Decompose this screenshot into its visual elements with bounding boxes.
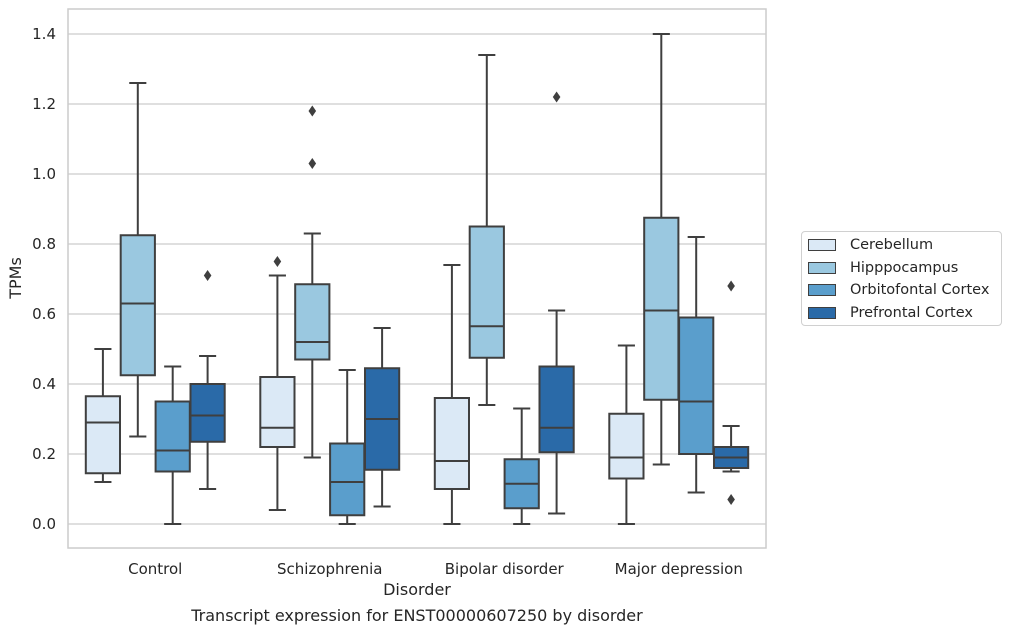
legend-label: Orbitofontal Cortex (850, 282, 990, 298)
box-hipppocampus (294, 105, 331, 459)
y-tick-label: 1.0 (32, 165, 56, 183)
outlier-point (727, 494, 735, 505)
box-prefrontal-cortex (363, 327, 401, 508)
x-tick-label: Schizophrenia (277, 560, 382, 578)
box-cerebellum (433, 264, 471, 525)
y-tick-label: 1.2 (32, 95, 56, 113)
legend-label: Hipppocampus (850, 260, 959, 276)
outlier-point (552, 91, 561, 103)
box-iqr (538, 365, 575, 454)
box-iqr (154, 400, 191, 473)
legend-label: Prefrontal Cortex (850, 305, 973, 321)
box-cerebellum (259, 256, 296, 511)
y-axis-title: TPMs (6, 257, 25, 300)
box-hipppocampus (119, 82, 156, 438)
outlier-point (273, 256, 282, 267)
box-iqr (189, 383, 226, 443)
y-tick-label: 0.4 (32, 375, 56, 393)
box-orbitofontal-cortex (329, 369, 366, 525)
y-tick-label: 0.6 (32, 305, 56, 323)
box-hipppocampus (643, 33, 680, 466)
box-cerebellum (84, 348, 122, 483)
box-prefrontal-cortex (538, 91, 575, 515)
box-prefrontal-cortex (189, 270, 226, 490)
box-marks (84, 33, 750, 525)
box-iqr (643, 216, 680, 401)
outlier-point (727, 280, 735, 292)
tick-labels: 0.0 0.2 0.4 0.6 0.8 1.0 1.2 1.4 Control Schizophr… (32, 25, 743, 578)
x-tick-label: Control (128, 560, 182, 578)
legend-item-hippocampus: Hipppocampus (808, 258, 958, 278)
box-iqr (433, 397, 471, 490)
box-iqr (259, 376, 296, 448)
box-hipppocampus (468, 54, 505, 406)
legend-item-orbitofrontal: Orbitofontal Cortex (808, 280, 989, 300)
x-tick-label: Major depression (615, 560, 743, 578)
box-cerebellum (608, 344, 645, 525)
legend-swatch-prefrontal (808, 307, 836, 319)
box-iqr (678, 316, 715, 455)
y-tick-label: 0.8 (32, 235, 56, 253)
box-iqr (329, 442, 366, 517)
y-tick-label: 0.2 (32, 445, 56, 463)
chart-title: Transcript expression for ENST0000060725… (191, 606, 643, 625)
x-axis-title: Disorder (383, 580, 451, 599)
box-iqr (84, 395, 122, 475)
x-tick-label: Bipolar disorder (445, 560, 565, 578)
y-tick-label: 0.0 (32, 515, 56, 533)
box-orbitofontal-cortex (154, 365, 191, 525)
box-orbitofontal-cortex (503, 407, 540, 525)
outlier-point (308, 105, 317, 117)
legend-item-prefrontal: Prefrontal Cortex (808, 303, 973, 323)
box-iqr (119, 234, 156, 377)
y-tick-label: 1.4 (32, 25, 56, 43)
box-orbitofontal-cortex (678, 236, 715, 494)
legend-item-cerebellum: Cerebellum (808, 235, 933, 255)
box-prefrontal-cortex (712, 280, 750, 505)
legend-swatch-hippocampus (808, 262, 836, 274)
legend-swatch-cerebellum (808, 239, 836, 251)
outlier-point (203, 270, 212, 281)
legend: Cerebellum Hipppocampus Orbitofontal Cor… (801, 231, 1002, 326)
legend-label: Cerebellum (850, 237, 934, 253)
box-iqr (608, 412, 645, 480)
box-iqr (468, 225, 505, 359)
outlier-point (308, 158, 317, 169)
legend-swatch-orbitofrontal (808, 284, 836, 296)
box-iqr (294, 283, 331, 361)
